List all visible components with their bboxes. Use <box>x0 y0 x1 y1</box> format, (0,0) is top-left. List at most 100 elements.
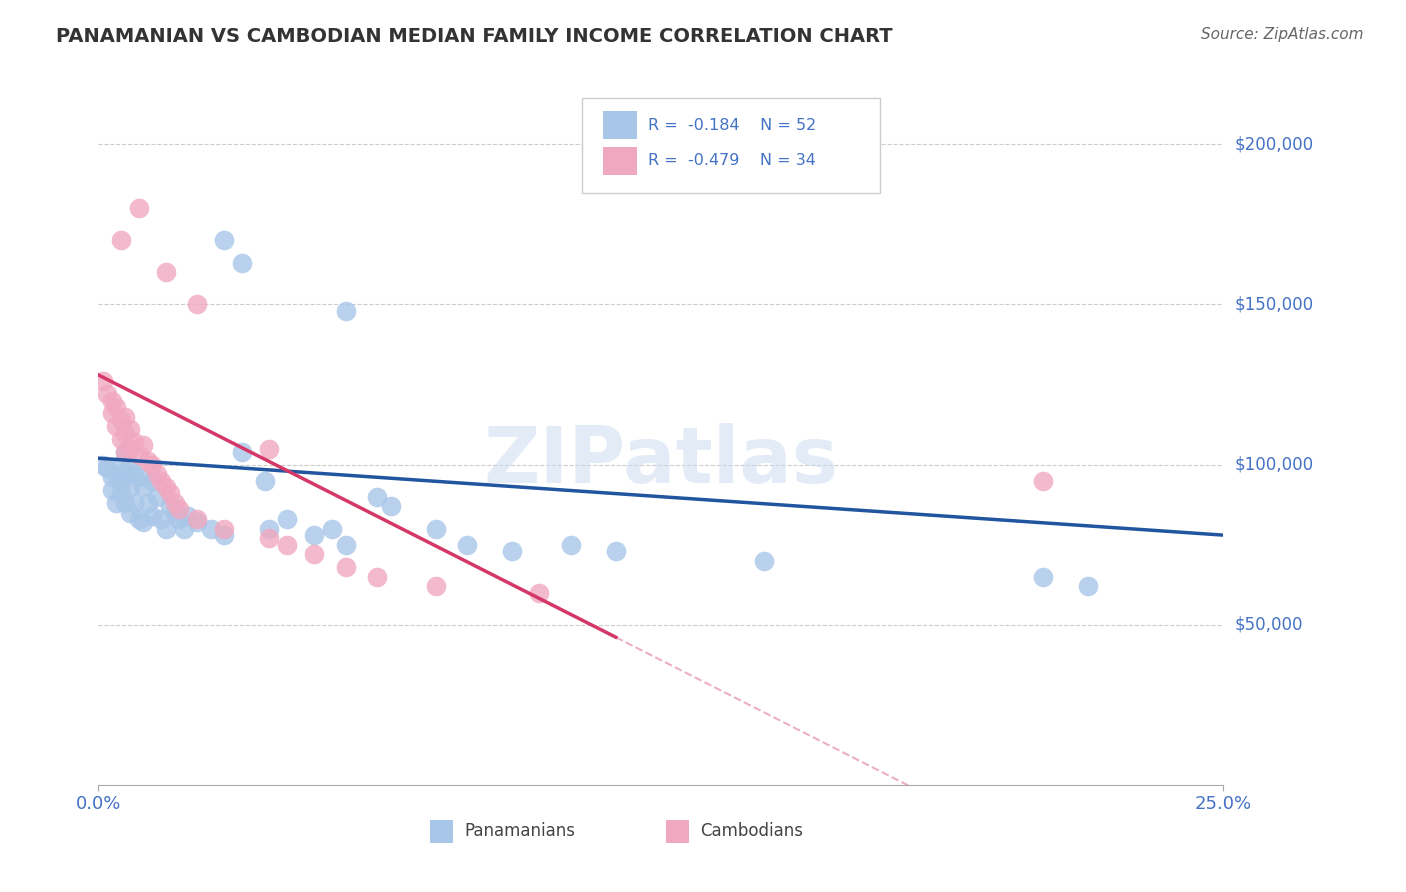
Point <box>118 422 141 436</box>
Point <box>128 448 150 462</box>
Point <box>141 458 163 472</box>
Text: $150,000: $150,000 <box>1234 295 1313 313</box>
Text: PANAMANIAN VS CAMBODIAN MEDIAN FAMILY INCOME CORRELATION CHART: PANAMANIAN VS CAMBODIAN MEDIAN FAMILY IN… <box>56 27 893 45</box>
Point <box>253 474 276 488</box>
Point <box>136 496 159 510</box>
Point <box>118 506 141 520</box>
Point <box>380 500 402 514</box>
FancyBboxPatch shape <box>603 146 637 175</box>
FancyBboxPatch shape <box>666 821 689 844</box>
Point <box>1032 570 1054 584</box>
Point <box>132 480 155 494</box>
Point <box>105 467 128 482</box>
Text: $100,000: $100,000 <box>1234 456 1313 474</box>
Point <box>214 528 236 542</box>
Point <box>159 486 181 500</box>
Point <box>163 496 186 510</box>
Point <box>321 522 343 536</box>
Point <box>110 486 132 500</box>
FancyBboxPatch shape <box>582 98 880 193</box>
Point <box>560 538 582 552</box>
Point <box>425 579 447 593</box>
Point <box>335 560 357 574</box>
Point <box>214 234 236 248</box>
Point <box>214 522 236 536</box>
Point <box>456 538 478 552</box>
Point <box>159 500 181 514</box>
Point <box>101 406 124 420</box>
Point <box>128 512 150 526</box>
Point <box>110 474 132 488</box>
Point <box>231 256 253 270</box>
Point <box>146 467 169 482</box>
Point <box>1077 579 1099 593</box>
Point <box>110 413 132 427</box>
Point <box>91 375 114 389</box>
Point <box>366 570 388 584</box>
Point <box>105 400 128 414</box>
Text: Source: ZipAtlas.com: Source: ZipAtlas.com <box>1201 27 1364 42</box>
Point <box>128 202 150 216</box>
Point <box>114 496 136 510</box>
Point <box>200 522 222 536</box>
Text: $50,000: $50,000 <box>1234 615 1303 634</box>
Point <box>96 387 118 401</box>
Point <box>132 438 155 452</box>
FancyBboxPatch shape <box>603 112 637 139</box>
Point <box>128 470 150 484</box>
Point <box>118 480 141 494</box>
Point <box>276 512 298 526</box>
Point <box>110 458 132 472</box>
Point <box>118 442 141 456</box>
Point <box>173 522 195 536</box>
Point <box>231 445 253 459</box>
Point <box>304 528 326 542</box>
Point <box>110 234 132 248</box>
Point <box>150 512 173 526</box>
Point <box>132 516 155 530</box>
Point <box>118 458 141 472</box>
Point <box>114 445 136 459</box>
Point <box>1032 474 1054 488</box>
Point <box>169 502 191 516</box>
Point <box>335 538 357 552</box>
Point <box>186 512 208 526</box>
Point <box>141 508 163 523</box>
Point <box>150 474 173 488</box>
Point <box>114 467 136 482</box>
Point <box>425 522 447 536</box>
Point <box>186 297 208 311</box>
Text: Panamanians: Panamanians <box>464 822 575 839</box>
Point <box>124 435 146 450</box>
Point <box>101 470 124 484</box>
Point <box>259 442 281 456</box>
Text: Cambodians: Cambodians <box>700 822 803 839</box>
Point <box>163 506 186 520</box>
Point <box>304 547 326 561</box>
Point <box>146 490 169 504</box>
Point <box>155 522 177 536</box>
Point <box>186 516 208 530</box>
Point <box>114 409 136 424</box>
Point <box>136 454 159 468</box>
Point <box>754 554 776 568</box>
Point <box>605 544 627 558</box>
Point <box>501 544 523 558</box>
Point <box>114 425 136 440</box>
Point <box>96 460 118 475</box>
Point <box>91 458 114 472</box>
Point <box>335 304 357 318</box>
Point <box>366 490 388 504</box>
Text: $200,000: $200,000 <box>1234 136 1313 153</box>
Point <box>259 532 281 546</box>
Point <box>114 445 136 459</box>
Text: R =  -0.184    N = 52: R = -0.184 N = 52 <box>648 118 817 133</box>
Text: R =  -0.479    N = 34: R = -0.479 N = 34 <box>648 153 817 168</box>
Point <box>259 522 281 536</box>
Point <box>105 419 128 434</box>
Point <box>105 496 128 510</box>
Point <box>110 432 132 446</box>
Point <box>155 265 177 279</box>
Point <box>124 496 146 510</box>
Point <box>141 474 163 488</box>
